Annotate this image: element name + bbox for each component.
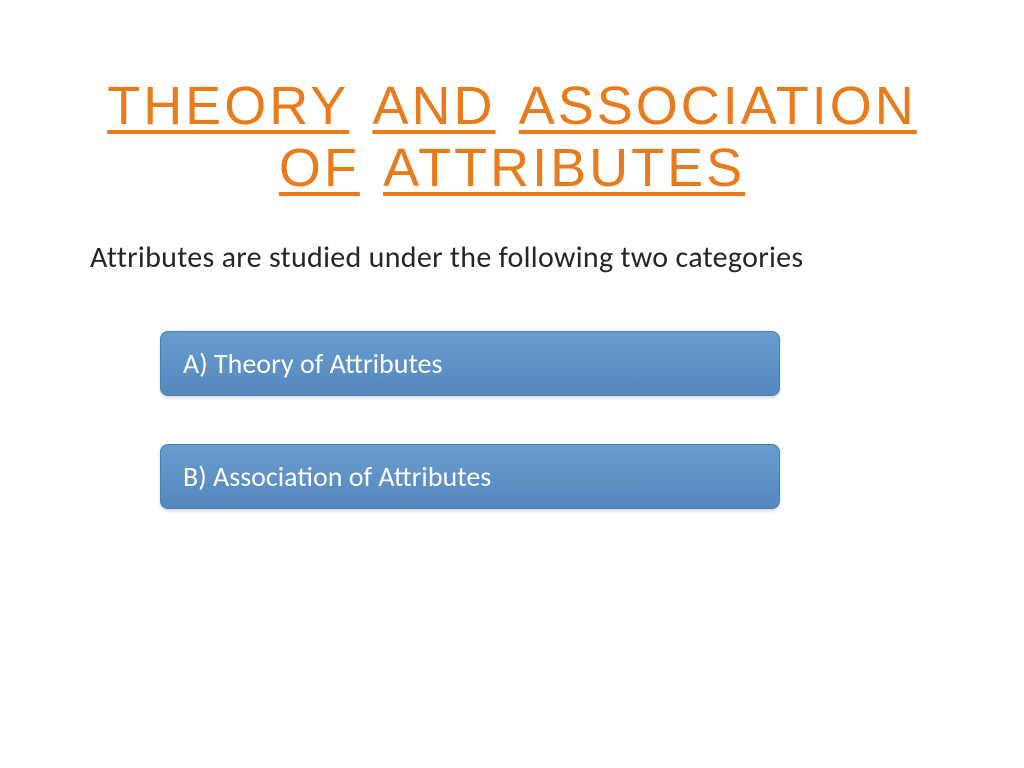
slide-container: THEORY AND ASSOCIATION OF ATTRIBUTES Att… bbox=[0, 0, 1024, 768]
category-label-a: A) Theory of Attributes bbox=[183, 346, 442, 381]
category-list: A) Theory of Attributes B) Association o… bbox=[90, 331, 934, 509]
category-box-b: B) Association of Attributes bbox=[160, 444, 780, 509]
category-box-a: A) Theory of Attributes bbox=[160, 331, 780, 396]
title-word-3: ASSOCIATION bbox=[519, 75, 917, 137]
title-word-2: AND bbox=[372, 75, 495, 137]
category-label-b: B) Association of Attributes bbox=[183, 459, 491, 494]
title-word-1: THEORY bbox=[107, 75, 349, 137]
slide-subtitle: Attributes are studied under the followi… bbox=[90, 239, 934, 276]
title-word-4: OF bbox=[279, 137, 360, 199]
title-word-5: ATTRIBUTES bbox=[383, 137, 745, 199]
slide-title: THEORY AND ASSOCIATION OF ATTRIBUTES bbox=[90, 75, 934, 199]
